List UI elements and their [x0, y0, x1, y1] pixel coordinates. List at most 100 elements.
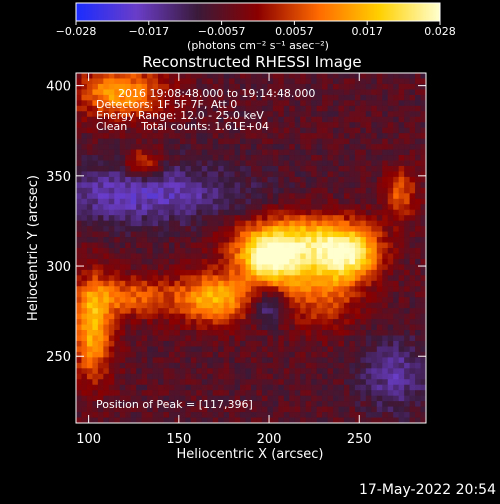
heatmap-cell [240, 182, 246, 189]
heatmap-cell [130, 149, 137, 156]
heatmap-cell [223, 275, 230, 282]
heatmap-cell [289, 248, 296, 254]
heatmap-cell [229, 280, 235, 287]
heatmap-cell [327, 417, 334, 424]
heatmap-cell [343, 220, 350, 227]
heatmap-cell [136, 209, 143, 216]
heatmap-cell [278, 78, 285, 85]
heatmap-cell [174, 313, 181, 320]
heatmap-cell [398, 237, 405, 243]
heatmap-cell [229, 286, 235, 293]
heatmap-cell [174, 237, 181, 243]
heatmap-cell [398, 144, 405, 150]
heatmap-cell [212, 362, 219, 369]
heatmap-cell [371, 297, 378, 304]
heatmap-cell [327, 286, 334, 293]
heatmap-cell [119, 100, 126, 107]
heatmap-cell [360, 269, 367, 276]
heatmap-cell [261, 340, 268, 347]
heatmap-cell [108, 362, 115, 369]
heatmap-cell [190, 155, 197, 161]
heatmap-cell [207, 94, 214, 101]
heatmap-cell [360, 73, 367, 79]
heatmap-cell [86, 258, 93, 265]
heatmap-cell [283, 346, 290, 353]
heatmap-cell [354, 346, 361, 353]
heatmap-cell [354, 324, 361, 331]
heatmap-cell [130, 417, 137, 424]
heatmap-cell [234, 346, 241, 353]
heatmap-cell [212, 269, 219, 276]
heatmap-cell [196, 83, 203, 90]
heatmap-cell [201, 357, 208, 364]
heatmap-cell [190, 253, 197, 260]
heatmap-cell [371, 209, 378, 216]
heatmap-cell [404, 401, 410, 407]
heatmap-cell [278, 406, 285, 413]
heatmap-cell [267, 253, 274, 260]
heatmap-cell [207, 215, 214, 222]
heatmap-cell [86, 395, 93, 402]
heatmap-cell [393, 237, 400, 243]
heatmap-cell [92, 198, 99, 205]
heatmap-cell [322, 384, 328, 391]
heatmap-cell [125, 171, 132, 178]
heatmap-cell [81, 160, 88, 167]
heatmap-cell [190, 78, 197, 85]
heatmap-cell [141, 412, 148, 418]
heatmap-cell [409, 122, 416, 129]
heatmap-cell [349, 379, 356, 386]
heatmap-cell [354, 237, 361, 243]
heatmap-cell [76, 351, 82, 358]
heatmap-cell [343, 412, 350, 418]
heatmap-cell [201, 412, 208, 418]
heatmap-cell [283, 187, 290, 194]
heatmap-cell [136, 89, 143, 96]
heatmap-cell [387, 362, 394, 369]
heatmap-cell [376, 340, 383, 347]
heatmap-cell [190, 395, 197, 402]
heatmap-cell [179, 100, 186, 107]
heatmap-cell [119, 269, 126, 276]
heatmap-cell [130, 324, 137, 331]
heatmap-cell [267, 406, 274, 413]
heatmap-cell [97, 111, 104, 118]
heatmap-cell [420, 291, 427, 298]
heatmap-cell [360, 160, 367, 167]
heatmap-cell [158, 220, 164, 227]
heatmap-cell [267, 280, 274, 287]
heatmap-cell [130, 264, 137, 271]
heatmap-cell [261, 253, 268, 260]
heatmap-cell [97, 330, 104, 336]
heatmap-cell [201, 406, 208, 413]
heatmap-cell [349, 116, 356, 123]
heatmap-cell [103, 253, 110, 260]
heatmap-cell [261, 111, 268, 118]
heatmap-cell [322, 280, 328, 287]
heatmap-cell [179, 144, 186, 150]
heatmap-cell [223, 384, 230, 391]
heatmap-cell [327, 231, 334, 238]
heatmap-cell [327, 302, 334, 309]
heatmap-cell [267, 144, 274, 150]
heatmap-cell [201, 297, 208, 304]
heatmap-cell [92, 269, 99, 276]
heatmap-cell [376, 313, 383, 320]
heatmap-cell [256, 182, 263, 189]
heatmap-cell [376, 253, 383, 260]
heatmap-cell [136, 346, 143, 353]
heatmap-cell [103, 105, 110, 112]
heatmap-cell [371, 242, 378, 249]
heatmap-cell [393, 324, 400, 331]
heatmap-cell [409, 368, 416, 375]
heatmap-cell [338, 100, 345, 107]
heatmap-cell [212, 253, 219, 260]
heatmap-cell [207, 302, 214, 309]
heatmap-cell [163, 412, 170, 418]
heatmap-cell [305, 384, 312, 391]
heatmap-cell [196, 204, 203, 211]
heatmap-cell [97, 89, 104, 96]
heatmap-cell [371, 187, 378, 194]
heatmap-cell [223, 83, 230, 90]
heatmap-cell [125, 193, 132, 200]
